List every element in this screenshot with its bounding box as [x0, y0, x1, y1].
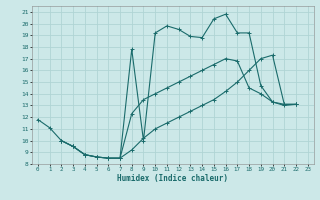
X-axis label: Humidex (Indice chaleur): Humidex (Indice chaleur): [117, 174, 228, 183]
